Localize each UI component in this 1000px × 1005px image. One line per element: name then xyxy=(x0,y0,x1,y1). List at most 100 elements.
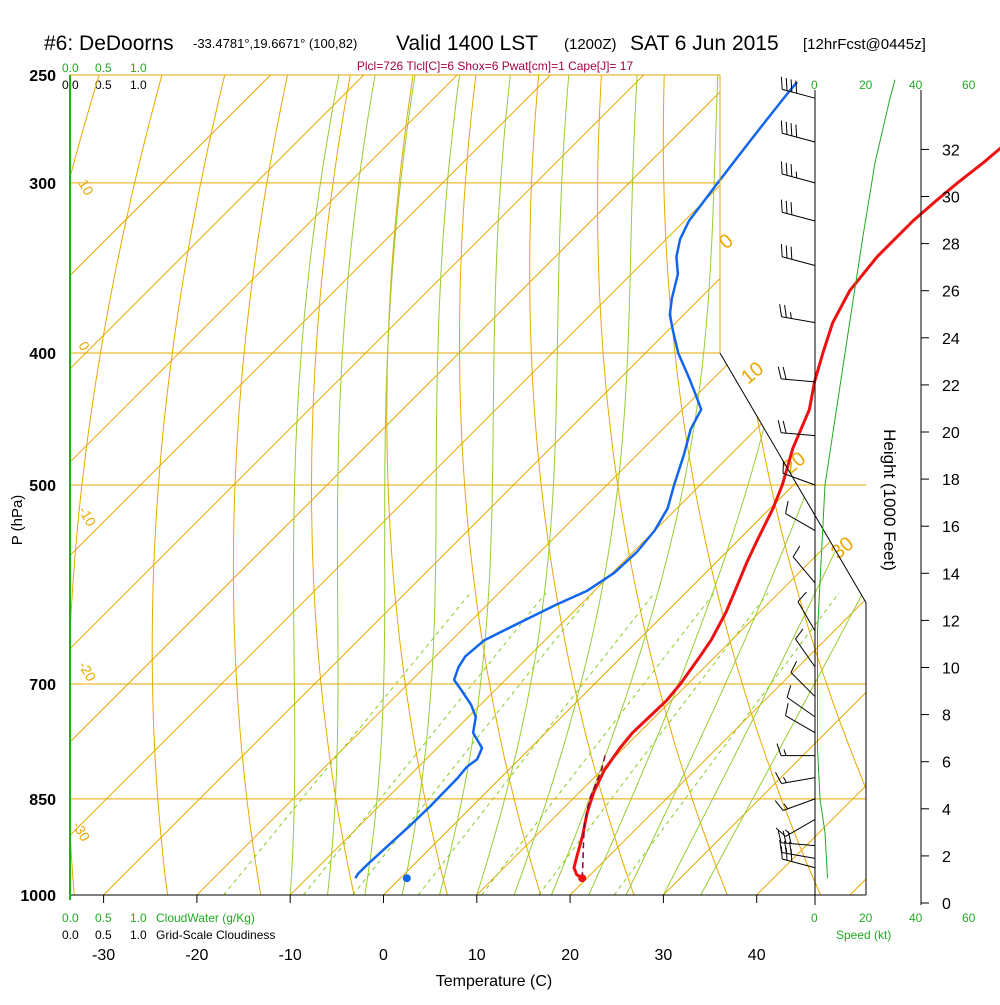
wind-barb-flag xyxy=(786,245,787,258)
wind-barb-staff xyxy=(798,602,815,631)
wind-barb-flag xyxy=(780,304,782,317)
x-tick-label: -20 xyxy=(185,947,208,964)
wind-barb xyxy=(778,367,815,382)
cloud-bottom-0: 0.0 xyxy=(62,911,79,925)
p-tick-label: 300 xyxy=(29,176,56,193)
wind-barb-staff xyxy=(782,133,815,142)
y2-axis-title: Height (1000 Feet) xyxy=(880,429,899,571)
height-tick-label: 0 xyxy=(942,896,951,913)
height-tick-label: 32 xyxy=(942,142,960,159)
mixing-ratio-line xyxy=(614,593,839,895)
wind-barb-half xyxy=(784,750,786,756)
x-tick-label: 30 xyxy=(655,947,673,964)
wind-barb-staff xyxy=(783,473,815,485)
wind-barb-flag xyxy=(783,421,786,433)
height-tick-label: 30 xyxy=(942,190,960,207)
speed-bottom-3: 60 xyxy=(962,911,976,925)
height-tick-label: 8 xyxy=(942,708,951,725)
wind-barb-flag xyxy=(781,121,782,134)
cloudiness-label: Grid-Scale Cloudiness xyxy=(156,928,275,942)
mixing-ratio-label: 20 xyxy=(615,896,634,915)
wind-barb xyxy=(775,772,815,783)
wind-barb-staff xyxy=(782,257,815,266)
title-coords: -33.4781°,19.6671° (100,82) xyxy=(193,36,357,51)
mixing-ratio-line xyxy=(539,593,768,895)
wind-barb-flag xyxy=(793,546,800,557)
title-station: #6: DeDoorns xyxy=(44,32,174,55)
wind-barb-flag xyxy=(786,78,787,91)
cloud-scale-top: 0.0 0.5 1.0 0.0 0.5 1.0 xyxy=(62,61,147,92)
speed-label: Speed (kt) xyxy=(836,928,891,942)
wind-barb-flag xyxy=(786,163,787,176)
wind-barb-flag xyxy=(796,124,797,137)
x-tick-label: 20 xyxy=(561,947,579,964)
dry-adiabat xyxy=(853,75,1000,895)
height-tick-label: 4 xyxy=(942,802,951,819)
wind-barb xyxy=(791,661,815,696)
height-tick-label: 28 xyxy=(942,237,960,254)
wind-barb-flag xyxy=(778,420,781,432)
mixing-ratio-label: 5 xyxy=(420,901,436,914)
wind-barb-flag xyxy=(791,247,792,260)
height-tick-label: 12 xyxy=(942,613,960,630)
x-tick-label: 40 xyxy=(748,947,766,964)
height-tick-label: 14 xyxy=(942,566,960,583)
wind-barb-flag xyxy=(786,501,789,513)
mixing-ratio-label: 2 xyxy=(305,901,321,914)
speed-axis-bottom: 0 20 40 60 Speed (kt) xyxy=(811,911,976,942)
wind-barb xyxy=(775,799,815,811)
wind-barb xyxy=(786,501,815,530)
wind-barb-staff xyxy=(787,697,815,717)
height-tick-label: 18 xyxy=(942,472,960,489)
p-tick-label: 400 xyxy=(29,346,56,363)
wind-barb xyxy=(781,244,815,265)
isotherm-label-large: 0 xyxy=(715,230,738,254)
wind-barb-flag xyxy=(787,685,791,697)
wind-barb-flag xyxy=(776,828,785,836)
cloud-bottom-2: 1.0 xyxy=(130,911,147,925)
x-tick-label: 10 xyxy=(468,947,486,964)
surface-dewpoint-dot xyxy=(403,874,411,882)
wind-barb xyxy=(781,200,815,221)
wind-barb-flag xyxy=(781,244,782,257)
wind-barb xyxy=(781,121,815,142)
wind-barb-flag xyxy=(781,77,782,90)
series-dewpoint xyxy=(356,82,798,878)
title-fcst: [12hrFcst@0445z] xyxy=(803,36,926,53)
x-tick-label: -10 xyxy=(279,947,302,964)
cloud-scale-bottom: 0.0 0.5 1.0 CloudWater (g/Kg) 0.0 0.5 1.… xyxy=(62,911,275,942)
wind-barb-flag xyxy=(783,367,786,379)
wind-barb xyxy=(778,420,815,435)
wind-barb xyxy=(780,304,815,322)
title-date: SAT 6 Jun 2015 xyxy=(630,32,779,55)
height-tick-label: 20 xyxy=(942,425,960,442)
height-tick-label: 24 xyxy=(942,331,960,348)
height-tick-label: 26 xyxy=(942,284,960,301)
wind-barb-staff xyxy=(782,212,815,221)
wind-barb xyxy=(776,819,815,836)
wind-barb-flag xyxy=(775,801,783,811)
diagonal-edge xyxy=(720,353,866,603)
isotherm-label: -30 xyxy=(69,819,93,845)
speed-top-0: 0 xyxy=(811,78,818,92)
wind-barb-staff xyxy=(782,317,815,323)
wind-barb xyxy=(793,546,815,583)
wind-barb-flag xyxy=(786,201,787,214)
wind-barb xyxy=(786,703,815,732)
wind-barb-flag xyxy=(777,744,781,756)
cloudiness-bottom-2: 1.0 xyxy=(130,928,147,942)
height-tick-label: 6 xyxy=(942,755,951,772)
wind-barb-staff xyxy=(791,673,815,697)
wind-barb-flag xyxy=(791,123,792,136)
wind-barb-flag xyxy=(785,305,787,318)
mixing-ratio-line xyxy=(303,593,546,895)
x-tick-label: -30 xyxy=(92,947,115,964)
wind-barb-flag xyxy=(786,703,789,715)
wind-barb-flag xyxy=(778,367,781,379)
height-tick-label: 2 xyxy=(942,849,951,866)
title-utc: (1200Z) xyxy=(564,36,617,53)
isotherm-label-large: 10 xyxy=(737,358,768,389)
mixing-ratio-line xyxy=(482,593,715,895)
wind-barb-flag xyxy=(791,164,792,177)
